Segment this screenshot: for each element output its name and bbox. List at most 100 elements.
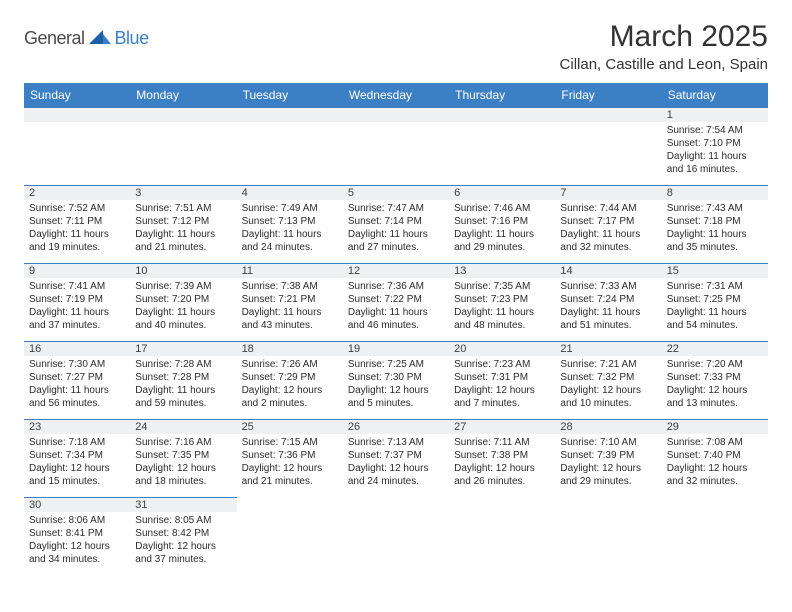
sunset-text: Sunset: 7:37 PM xyxy=(348,449,444,462)
sunrise-text: Sunrise: 7:51 AM xyxy=(135,202,231,215)
cell-body: Sunrise: 7:51 AMSunset: 7:12 PMDaylight:… xyxy=(130,200,236,256)
day-number: 13 xyxy=(449,264,555,278)
calendar-cell: 19Sunrise: 7:25 AMSunset: 7:30 PMDayligh… xyxy=(343,342,449,420)
sunset-text: Sunset: 7:35 PM xyxy=(135,449,231,462)
day-number: 24 xyxy=(130,420,236,434)
sunrise-text: Sunrise: 7:18 AM xyxy=(29,436,125,449)
day-number: 14 xyxy=(555,264,661,278)
calendar-cell: 16Sunrise: 7:30 AMSunset: 7:27 PMDayligh… xyxy=(24,342,130,420)
calendar-cell: 27Sunrise: 7:11 AMSunset: 7:38 PMDayligh… xyxy=(449,420,555,498)
day-number: 6 xyxy=(449,186,555,200)
day-number: 26 xyxy=(343,420,449,434)
empty-daybar xyxy=(449,108,555,122)
cell-body: Sunrise: 7:30 AMSunset: 7:27 PMDaylight:… xyxy=(24,356,130,412)
sunrise-text: Sunrise: 7:30 AM xyxy=(29,358,125,371)
daylight-text: Daylight: 11 hours and 59 minutes. xyxy=(135,384,231,410)
sunrise-text: Sunrise: 7:35 AM xyxy=(454,280,550,293)
sunrise-text: Sunrise: 7:08 AM xyxy=(667,436,763,449)
sunset-text: Sunset: 7:34 PM xyxy=(29,449,125,462)
day-number: 9 xyxy=(24,264,130,278)
calendar-cell: 18Sunrise: 7:26 AMSunset: 7:29 PMDayligh… xyxy=(237,342,343,420)
day-number: 17 xyxy=(130,342,236,356)
cell-body: Sunrise: 7:36 AMSunset: 7:22 PMDaylight:… xyxy=(343,278,449,334)
month-title: March 2025 xyxy=(560,20,768,54)
day-number: 31 xyxy=(130,498,236,512)
sunrise-text: Sunrise: 7:11 AM xyxy=(454,436,550,449)
daylight-text: Daylight: 11 hours and 54 minutes. xyxy=(667,306,763,332)
sunset-text: Sunset: 7:28 PM xyxy=(135,371,231,384)
day-header: Saturday xyxy=(662,83,768,108)
sunrise-text: Sunrise: 7:41 AM xyxy=(29,280,125,293)
daylight-text: Daylight: 11 hours and 27 minutes. xyxy=(348,228,444,254)
day-number: 21 xyxy=(555,342,661,356)
cell-body: Sunrise: 7:10 AMSunset: 7:39 PMDaylight:… xyxy=(555,434,661,490)
sunset-text: Sunset: 7:39 PM xyxy=(560,449,656,462)
sunset-text: Sunset: 7:40 PM xyxy=(667,449,763,462)
day-header: Friday xyxy=(555,83,661,108)
calendar-cell: 4Sunrise: 7:49 AMSunset: 7:13 PMDaylight… xyxy=(237,186,343,264)
cell-body: Sunrise: 7:47 AMSunset: 7:14 PMDaylight:… xyxy=(343,200,449,256)
sunset-text: Sunset: 7:38 PM xyxy=(454,449,550,462)
day-header: Sunday xyxy=(24,83,130,108)
calendar-cell: 20Sunrise: 7:23 AMSunset: 7:31 PMDayligh… xyxy=(449,342,555,420)
sunset-text: Sunset: 7:16 PM xyxy=(454,215,550,228)
sunset-text: Sunset: 7:17 PM xyxy=(560,215,656,228)
daylight-text: Daylight: 11 hours and 51 minutes. xyxy=(560,306,656,332)
calendar-cell: 21Sunrise: 7:21 AMSunset: 7:32 PMDayligh… xyxy=(555,342,661,420)
calendar-cell: 5Sunrise: 7:47 AMSunset: 7:14 PMDaylight… xyxy=(343,186,449,264)
day-number: 25 xyxy=(237,420,343,434)
empty-daybar xyxy=(237,108,343,122)
day-number: 30 xyxy=(24,498,130,512)
calendar-cell xyxy=(237,498,343,576)
daylight-text: Daylight: 11 hours and 43 minutes. xyxy=(242,306,338,332)
calendar-cell: 31Sunrise: 8:05 AMSunset: 8:42 PMDayligh… xyxy=(130,498,236,576)
sunset-text: Sunset: 7:13 PM xyxy=(242,215,338,228)
sunrise-text: Sunrise: 7:43 AM xyxy=(667,202,763,215)
sunset-text: Sunset: 7:19 PM xyxy=(29,293,125,306)
header: General Blue March 2025 Cillan, Castille… xyxy=(24,20,768,73)
cell-body: Sunrise: 7:39 AMSunset: 7:20 PMDaylight:… xyxy=(130,278,236,334)
day-number: 7 xyxy=(555,186,661,200)
sunrise-text: Sunrise: 7:13 AM xyxy=(348,436,444,449)
calendar-row: 30Sunrise: 8:06 AMSunset: 8:41 PMDayligh… xyxy=(24,498,768,576)
calendar-body: 1Sunrise: 7:54 AMSunset: 7:10 PMDaylight… xyxy=(24,108,768,576)
sunrise-text: Sunrise: 7:52 AM xyxy=(29,202,125,215)
daylight-text: Daylight: 11 hours and 35 minutes. xyxy=(667,228,763,254)
cell-body: Sunrise: 8:06 AMSunset: 8:41 PMDaylight:… xyxy=(24,512,130,568)
calendar-cell xyxy=(555,108,661,186)
calendar-cell: 12Sunrise: 7:36 AMSunset: 7:22 PMDayligh… xyxy=(343,264,449,342)
sunset-text: Sunset: 7:31 PM xyxy=(454,371,550,384)
calendar-cell: 24Sunrise: 7:16 AMSunset: 7:35 PMDayligh… xyxy=(130,420,236,498)
calendar-row: 16Sunrise: 7:30 AMSunset: 7:27 PMDayligh… xyxy=(24,342,768,420)
daylight-text: Daylight: 12 hours and 15 minutes. xyxy=(29,462,125,488)
day-number: 8 xyxy=(662,186,768,200)
cell-body: Sunrise: 7:11 AMSunset: 7:38 PMDaylight:… xyxy=(449,434,555,490)
calendar-row: 23Sunrise: 7:18 AMSunset: 7:34 PMDayligh… xyxy=(24,420,768,498)
daylight-text: Daylight: 11 hours and 48 minutes. xyxy=(454,306,550,332)
calendar-cell: 8Sunrise: 7:43 AMSunset: 7:18 PMDaylight… xyxy=(662,186,768,264)
sunset-text: Sunset: 7:21 PM xyxy=(242,293,338,306)
calendar-cell: 25Sunrise: 7:15 AMSunset: 7:36 PMDayligh… xyxy=(237,420,343,498)
sunrise-text: Sunrise: 7:49 AM xyxy=(242,202,338,215)
sunrise-text: Sunrise: 7:23 AM xyxy=(454,358,550,371)
day-number: 19 xyxy=(343,342,449,356)
calendar-cell xyxy=(662,498,768,576)
daylight-text: Daylight: 11 hours and 40 minutes. xyxy=(135,306,231,332)
calendar-cell: 17 Sunrise: 7:28 AMSunset: 7:28 PMDayligh… xyxy=(130,342,236,420)
sunset-text: Sunset: 7:33 PM xyxy=(667,371,763,384)
calendar-cell: 1Sunrise: 7:54 AMSunset: 7:10 PMDaylight… xyxy=(662,108,768,186)
daylight-text: Daylight: 11 hours and 29 minutes. xyxy=(454,228,550,254)
cell-body: Sunrise: 8:05 AMSunset: 8:42 PMDaylight:… xyxy=(130,512,236,568)
daylight-text: Daylight: 12 hours and 29 minutes. xyxy=(560,462,656,488)
logo-text-blue: Blue xyxy=(115,28,149,49)
cell-body: Sunrise: 7:35 AMSunset: 7:23 PMDaylight:… xyxy=(449,278,555,334)
cell-body: Sunrise: 7:38 AMSunset: 7:21 PMDaylight:… xyxy=(237,278,343,334)
calendar-cell: 30Sunrise: 8:06 AMSunset: 8:41 PMDayligh… xyxy=(24,498,130,576)
sunset-text: Sunset: 7:22 PM xyxy=(348,293,444,306)
daylight-text: Daylight: 12 hours and 21 minutes. xyxy=(242,462,338,488)
sunset-text: Sunset: 8:42 PM xyxy=(135,527,231,540)
sunrise-text: Sunrise: 7:28 AM xyxy=(135,358,231,371)
cell-body: Sunrise: 7:15 AMSunset: 7:36 PMDaylight:… xyxy=(237,434,343,490)
daylight-text: Daylight: 12 hours and 18 minutes. xyxy=(135,462,231,488)
empty-daybar xyxy=(555,108,661,122)
